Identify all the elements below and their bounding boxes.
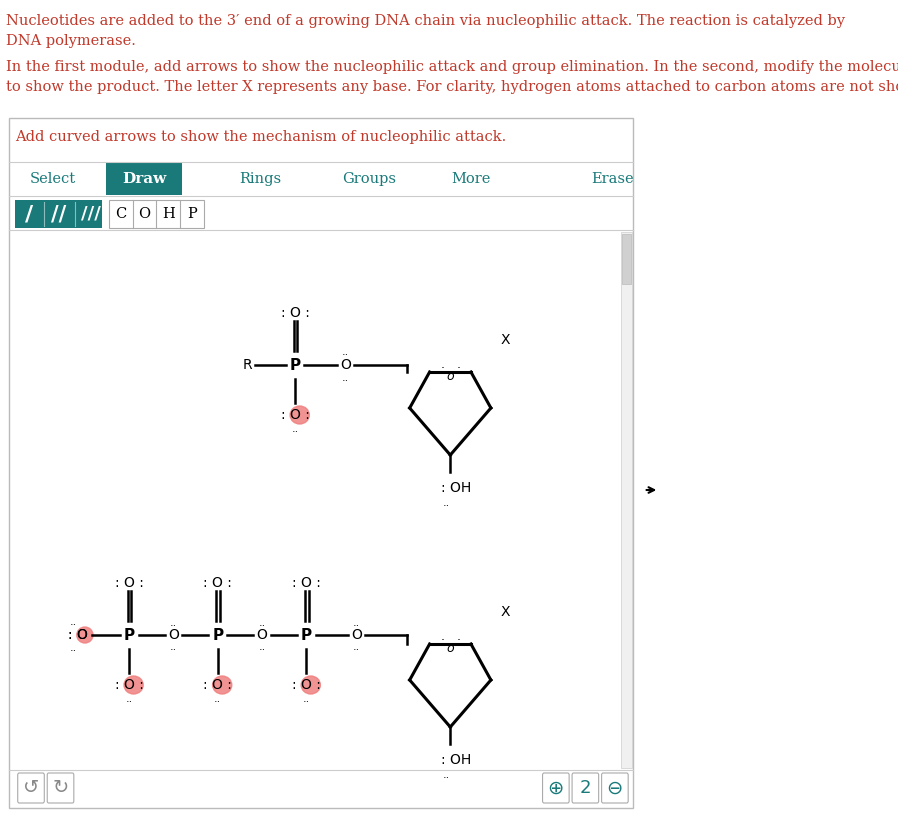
Text: ↻: ↻ [52,778,69,797]
Text: P: P [187,207,197,221]
Text: O: O [257,628,268,642]
Text: X: X [501,605,510,619]
Ellipse shape [301,676,321,694]
Text: DNA polymerase.: DNA polymerase. [6,34,136,48]
Text: ⊕: ⊕ [548,778,564,797]
Text: O: O [351,628,362,642]
FancyBboxPatch shape [48,773,74,803]
Text: O: O [138,207,151,221]
Text: Rings: Rings [239,172,281,186]
Text: P: P [124,627,135,642]
Text: P: P [290,357,301,372]
Text: P: P [212,627,224,642]
Text: Nucleotides are added to the 3′ end of a growing DNA chain via nucleophilic atta: Nucleotides are added to the 3′ end of a… [6,14,845,28]
Text: X: X [501,333,510,347]
Ellipse shape [290,406,309,424]
Text: : O :: : O : [203,678,233,692]
FancyBboxPatch shape [572,773,599,803]
Text: ⊖: ⊖ [607,778,623,797]
Text: o: o [446,370,454,382]
Text: : O: : O [67,628,87,642]
Text: : O :: : O : [292,678,321,692]
Text: O: O [340,358,351,372]
Text: ..: .. [292,424,299,434]
Text: ///: /// [81,205,101,223]
Text: R: R [242,358,252,372]
Text: //: // [51,204,66,224]
Text: ..: .. [214,694,222,704]
Text: o: o [446,641,454,655]
Bar [110,200,204,228]
Text: : OH: : OH [442,753,471,767]
Bar [9,118,632,808]
Ellipse shape [124,676,143,694]
Text: ↺: ↺ [22,778,40,797]
Text: ..: .. [353,618,360,628]
Text: Erase: Erase [592,172,634,186]
Text: : O :: : O : [115,678,144,692]
Text: ..: .. [443,498,450,508]
Text: : O :: : O : [203,576,233,590]
Text: ..: .. [170,618,177,628]
Text: ..: .. [353,642,360,652]
FancyBboxPatch shape [542,773,569,803]
Text: P: P [301,627,312,642]
Bar [621,232,632,768]
Text: ..: .. [70,617,77,627]
Bar [106,163,182,195]
Text: ..: .. [70,643,77,653]
Text: More: More [452,172,490,186]
Text: /: / [25,204,33,224]
Text: Groups: Groups [342,172,396,186]
Text: Select: Select [31,172,76,186]
Text: ..: .. [259,618,266,628]
FancyBboxPatch shape [18,773,44,803]
Text: H: H [162,207,175,221]
Text: ..: .. [126,694,133,704]
Text: .: . [440,630,445,643]
Text: : O :: : O : [115,576,144,590]
Text: Draw: Draw [122,172,166,186]
Text: ..: .. [170,642,177,652]
Text: .: . [456,358,461,371]
Text: : O: : O [67,628,87,642]
Text: ..: .. [342,373,349,383]
Text: : O :: : O : [292,576,321,590]
Text: ..: .. [443,770,450,780]
Bar [621,234,631,284]
Text: ..: .. [342,347,349,357]
Text: ..: .. [303,694,310,704]
Text: : OH: : OH [442,481,471,495]
Text: C: C [116,207,127,221]
Ellipse shape [213,676,232,694]
Text: Add curved arrows to show the mechanism of nucleophilic attack.: Add curved arrows to show the mechanism … [14,130,506,144]
Text: O: O [168,628,179,642]
Text: In the first module, add arrows to show the nucleophilic attack and group elimin: In the first module, add arrows to show … [6,60,898,74]
Text: ..: .. [259,642,266,652]
Text: .: . [456,630,461,643]
Text: to show the product. The letter X represents any base. For clarity, hydrogen ato: to show the product. The letter X repres… [6,80,898,94]
FancyBboxPatch shape [602,773,629,803]
Text: 2: 2 [579,779,591,797]
Ellipse shape [76,627,93,643]
Bar [14,200,101,228]
Text: .: . [440,358,445,371]
Text: : O :: : O : [281,408,310,422]
Text: : O :: : O : [281,306,310,320]
